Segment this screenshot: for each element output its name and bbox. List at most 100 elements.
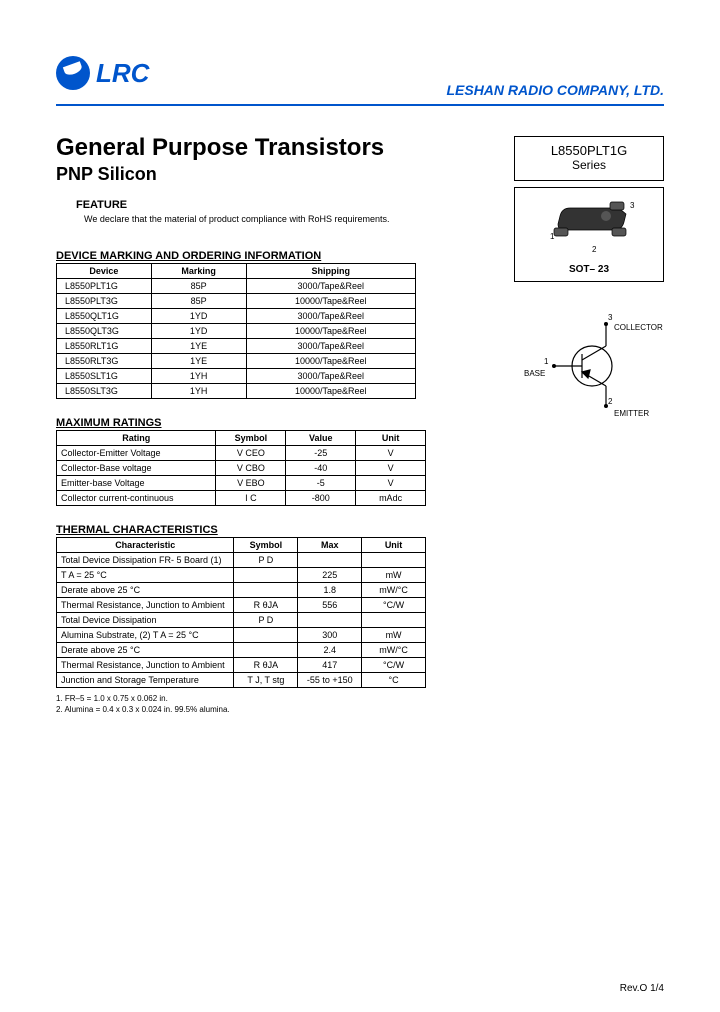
table-row: L8550QLT1G1YD3000/Tape&Reel [57,309,416,324]
thermal-table: Characteristic Symbol Max Unit Total Dev… [56,537,426,688]
cell: 1YH [151,369,246,384]
cell: L8550SLT3G [57,384,152,399]
package-icon: 1 2 3 [534,196,644,260]
cell: 10000/Tape&Reel [246,384,415,399]
cell: 417 [298,658,362,673]
th: Max [298,538,362,553]
cell: V CBO [216,461,286,476]
logo: LRC [56,56,149,90]
cell: T A = 25 °C [57,568,234,583]
cell: R θJA [234,598,298,613]
cell: P D [234,613,298,628]
cell: I C [216,491,286,506]
cell [298,553,362,568]
table-row: Derate above 25 °C2.4mW/°C [57,643,426,658]
table-row: Emitter-base VoltageV EBO-5V [57,476,426,491]
cell: °C/W [362,658,426,673]
pin2-num: 2 [608,397,613,406]
cell [298,613,362,628]
cell: V [356,476,426,491]
cell: Derate above 25 °C [57,583,234,598]
table-row: Collector-Emitter VoltageV CEO-25V [57,446,426,461]
pin-3-label: 3 [630,201,635,210]
pinout-diagram: 3 COLLECTOR 1 BASE 2 EMITTER [514,306,664,426]
th: Value [286,431,356,446]
ordering-table: Device Marking Shipping L8550PLT1G85P300… [56,263,416,399]
cell: mW/°C [362,583,426,598]
table-row: Junction and Storage TemperatureT J, T s… [57,673,426,688]
cell: -25 [286,446,356,461]
table-row: L8550RLT1G1YE3000/Tape&Reel [57,339,416,354]
company-name: LESHAN RADIO COMPANY, LTD. [446,82,664,98]
table-row: T A = 25 °C 225mW [57,568,426,583]
cell: Emitter-base Voltage [57,476,216,491]
cell: mW [362,568,426,583]
cell: 3000/Tape&Reel [246,369,415,384]
pin1-num: 1 [544,357,549,366]
cell: 1YH [151,384,246,399]
cell: 85P [151,294,246,309]
table-row: Thermal Resistance, Junction to AmbientR… [57,598,426,613]
table-row: Thermal Resistance, Junction to AmbientR… [57,658,426,673]
table-row: Derate above 25 °C 1.8mW/°C [57,583,426,598]
cell: Junction and Storage Temperature [57,673,234,688]
cell: 556 [298,598,362,613]
part-number: L8550PLT1G [519,143,659,158]
cell: T J, T stg [234,673,298,688]
table-row: L8550PLT3G85P10000/Tape&Reel [57,294,416,309]
cell [234,568,298,583]
cell [362,553,426,568]
cell: Collector current-continuous [57,491,216,506]
max-ratings-table: Rating Symbol Value Unit Collector-Emitt… [56,430,426,506]
cell: R θJA [234,658,298,673]
pin-2-label: 2 [592,245,597,254]
logo-icon [56,56,90,90]
table-row: L8550RLT3G1YE10000/Tape&Reel [57,354,416,369]
cell: -800 [286,491,356,506]
cell: 10000/Tape&Reel [246,324,415,339]
cell: mAdc [356,491,426,506]
page-footer: Rev.O 1/4 [620,983,664,994]
cell [234,583,298,598]
cell: 225 [298,568,362,583]
cell: L8550RLT3G [57,354,152,369]
th: Characteristic [57,538,234,553]
note-2: 2. Alumina = 0.4 x 0.3 x 0.024 in. 99.5%… [56,705,664,714]
collector-label: COLLECTOR [614,323,663,332]
cell: L8550QLT1G [57,309,152,324]
cell: Total Device Dissipation FR- 5 Board (1) [57,553,234,568]
table-row: Total Device DissipationP D [57,613,426,628]
cell [234,628,298,643]
cell: 85P [151,279,246,294]
section-thermal: THERMAL CHARACTERISTICS [56,524,664,536]
note-1: 1. FR–5 = 1.0 x 0.75 x 0.062 in. [56,694,664,703]
page-header: LRC LESHAN RADIO COMPANY, LTD. [56,56,664,106]
th: Device [57,264,152,279]
cell: -55 to +150 [298,673,362,688]
table-row: Alumina Substrate, (2) T A = 25 °C300mW [57,628,426,643]
cell: Total Device Dissipation [57,613,234,628]
cell: mW [362,628,426,643]
th: Symbol [216,431,286,446]
cell: 1YE [151,339,246,354]
cell: 2.4 [298,643,362,658]
table-row: L8550QLT3G1YD10000/Tape&Reel [57,324,416,339]
side-panel: L8550PLT1G Series 1 2 3 SOT– 23 [514,136,664,426]
cell: Alumina Substrate, (2) T A = 25 °C [57,628,234,643]
cell: -5 [286,476,356,491]
cell [362,613,426,628]
cell: 3000/Tape&Reel [246,279,415,294]
footnotes: 1. FR–5 = 1.0 x 0.75 x 0.062 in. 2. Alum… [56,694,664,714]
cell: Collector-Emitter Voltage [57,446,216,461]
base-label: BASE [524,369,545,378]
cell: V [356,446,426,461]
cell: 1.8 [298,583,362,598]
cell: Collector-Base voltage [57,461,216,476]
cell: mW/°C [362,643,426,658]
th: Symbol [234,538,298,553]
cell: °C [362,673,426,688]
cell: 10000/Tape&Reel [246,294,415,309]
cell [234,643,298,658]
cell: V CEO [216,446,286,461]
series-box: L8550PLT1G Series [514,136,664,181]
